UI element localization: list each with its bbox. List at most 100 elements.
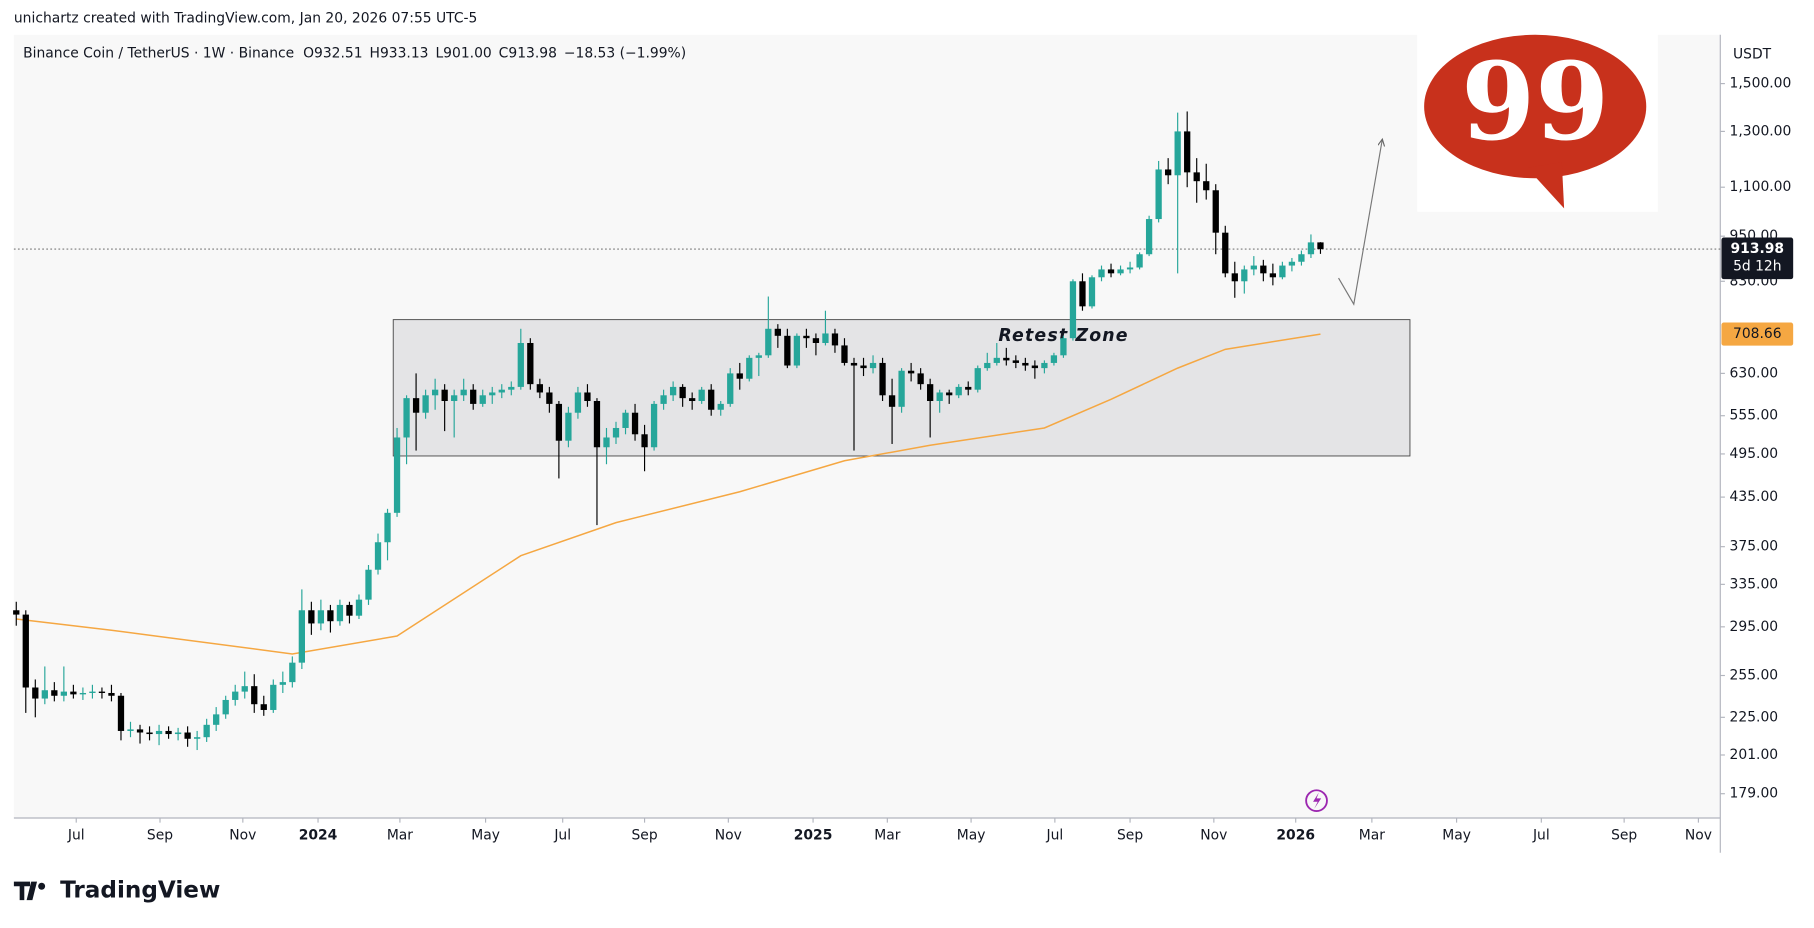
candle-body — [1022, 362, 1029, 366]
candle-body — [1155, 169, 1162, 220]
projection-arrow — [1338, 139, 1383, 306]
candle-body — [1117, 269, 1124, 274]
candle-body — [479, 395, 486, 404]
footer-logo: TradingView — [13, 877, 220, 903]
candle-body — [51, 690, 58, 696]
x-tick-label: Jul — [1532, 827, 1550, 843]
candle-body — [1079, 281, 1086, 307]
candle-body — [508, 386, 515, 390]
candle-body — [184, 732, 191, 739]
x-tick-label: Mar — [874, 827, 900, 843]
ohlc-value: O932.51 — [303, 45, 362, 61]
x-tick-label: Nov — [229, 827, 256, 843]
tv-dot — [38, 882, 46, 890]
candle-body — [565, 412, 572, 441]
y-tick-label: 335.00 — [1730, 576, 1779, 592]
candle-body — [574, 392, 582, 413]
candle-body — [174, 732, 182, 735]
candle-body — [546, 392, 553, 404]
candle-body — [1126, 267, 1134, 270]
candle-body — [1222, 232, 1229, 274]
logo-bubble — [1424, 34, 1647, 179]
candle-body — [203, 724, 210, 738]
candle-body — [355, 599, 363, 616]
ohlc-value: −18.53 (−1.99%) — [564, 45, 686, 61]
candle-body — [1203, 181, 1210, 191]
candle-body — [527, 342, 534, 385]
candle-body — [812, 338, 820, 343]
candle-body — [822, 333, 829, 343]
y-tick-label: 295.00 — [1730, 619, 1779, 635]
candle-body — [241, 686, 248, 692]
candle-body — [517, 342, 524, 387]
candle-body — [136, 729, 144, 733]
candle-body — [127, 729, 134, 731]
candle-body — [403, 398, 410, 438]
candle-body — [793, 335, 801, 366]
candle-body — [888, 395, 896, 407]
candle-body — [146, 732, 153, 735]
candle-body — [1288, 261, 1296, 266]
x-tick-label: Nov — [1200, 827, 1227, 843]
candle-body — [279, 682, 286, 685]
candle-body — [1193, 172, 1200, 182]
candle-body — [965, 386, 972, 390]
candle-body — [70, 691, 77, 695]
alert-icon — [1305, 789, 1328, 812]
x-tick-label: Sep — [1117, 827, 1143, 843]
candle-body — [1298, 254, 1305, 262]
candle-body — [98, 691, 106, 693]
candle-body — [993, 357, 1000, 363]
candle-body — [79, 692, 87, 695]
logo-tail — [1527, 162, 1565, 209]
candle-body — [1088, 277, 1096, 307]
candle-body — [1069, 281, 1077, 339]
candle-body — [165, 730, 172, 735]
candle-body — [1165, 169, 1172, 176]
candle-body — [593, 401, 601, 448]
x-tick-label: Jul — [1045, 827, 1063, 843]
candle-body — [1212, 190, 1219, 233]
candle-body — [746, 357, 753, 379]
candle-body — [689, 398, 696, 402]
x-tick-label: Mar — [1359, 827, 1385, 843]
candle-body — [384, 512, 391, 543]
candle-body — [289, 662, 296, 683]
candle-body — [927, 384, 934, 402]
candle-body — [412, 398, 420, 413]
candle-body — [536, 384, 543, 393]
x-tick-label: 2024 — [299, 827, 338, 843]
candle-body — [631, 412, 639, 435]
candle-body — [1250, 265, 1257, 270]
candle-body — [898, 370, 905, 407]
ma-price-box — [1721, 322, 1794, 346]
candle-body — [669, 386, 677, 396]
candle-body — [327, 610, 334, 622]
x-tick-label: Sep — [1611, 827, 1637, 843]
candle-body — [193, 737, 201, 739]
candle-body — [32, 687, 39, 699]
candle-body — [393, 437, 401, 513]
symbol: Binance Coin / TetherUS · 1W · Binance — [23, 45, 294, 61]
candle-body — [622, 412, 629, 428]
countdown-label: 5d 12h — [1733, 258, 1782, 274]
candle-body — [1136, 254, 1143, 268]
candle-body — [679, 386, 686, 399]
candle-body — [1184, 131, 1191, 173]
y-tick-label: 255.00 — [1730, 668, 1779, 684]
logo: 99 — [1417, 32, 1658, 212]
candle-body — [1231, 273, 1238, 282]
candle-body — [946, 392, 953, 396]
candle-body — [13, 610, 20, 615]
candle-body — [108, 692, 115, 696]
x-tick-label: May — [471, 827, 500, 843]
candle-body — [346, 604, 353, 616]
candle-body — [498, 389, 505, 393]
candle-body — [41, 690, 48, 699]
candle-body — [489, 392, 496, 396]
candle-body — [1041, 362, 1048, 369]
candle-body — [1107, 269, 1115, 274]
y-tick-label: 179.00 — [1730, 786, 1779, 802]
candle-body — [708, 389, 715, 410]
